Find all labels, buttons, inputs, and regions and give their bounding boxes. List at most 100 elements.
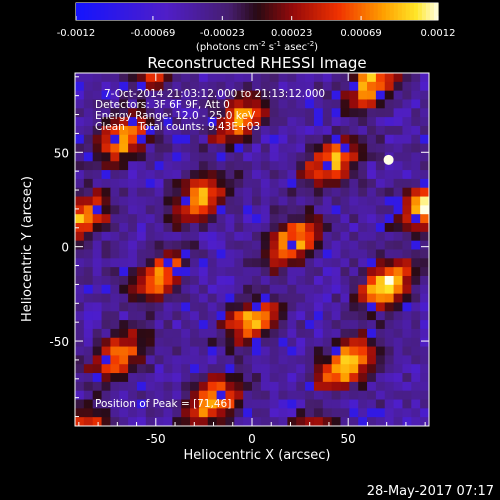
- heatmap-cell: [190, 223, 200, 233]
- heatmap-cell: [367, 249, 377, 259]
- heatmap-cell: [340, 399, 350, 409]
- heatmap-cell: [101, 390, 111, 401]
- heatmap-cell: [349, 134, 359, 145]
- heatmap-cell: [331, 355, 341, 365]
- heatmap-cell: [260, 275, 271, 286]
- heatmap-cell: [136, 223, 147, 233]
- heatmap-cell: [136, 328, 147, 339]
- heatmap-cell: [101, 117, 111, 127]
- heatmap-cell: [145, 161, 156, 171]
- heatmap-cell: [322, 231, 333, 242]
- heatmap-cell: [207, 320, 218, 330]
- heatmap-cell: [340, 231, 350, 242]
- heatmap-cell: [128, 293, 138, 303]
- heatmap-cell: [119, 108, 129, 118]
- heatmap-cell: [367, 223, 377, 233]
- colorbar-cell: [244, 3, 250, 20]
- heatmap-cell: [252, 302, 262, 312]
- heatmap-cell: [216, 81, 226, 92]
- heatmap-cell: [420, 125, 430, 136]
- heatmap-cell: [198, 373, 209, 383]
- heatmap-cell: [305, 178, 315, 189]
- heatmap-cell: [163, 275, 173, 286]
- heatmap-cell: [260, 302, 271, 312]
- heatmap-cell: [190, 161, 200, 171]
- heatmap-cell: [110, 170, 120, 180]
- heatmap-cell: [110, 117, 120, 127]
- heatmap-cell: [420, 337, 430, 348]
- heatmap-cell: [331, 364, 341, 374]
- heatmap-cell: [420, 399, 430, 409]
- heatmap-cell: [163, 187, 173, 198]
- heatmap-cell: [83, 258, 94, 268]
- heatmap-cell: [384, 337, 395, 348]
- heatmap-cell: [375, 381, 386, 392]
- heatmap-cell: [119, 125, 129, 136]
- heatmap-cell: [252, 267, 262, 277]
- colorbar-cell: [377, 3, 383, 20]
- heatmap-cell: [92, 240, 103, 250]
- heatmap-cell: [207, 267, 218, 277]
- heatmap-cell: [198, 337, 209, 348]
- heatmap-cell: [163, 73, 173, 83]
- heatmap-cell: [393, 399, 403, 409]
- heatmap-cell: [331, 99, 341, 109]
- heatmap-cell: [260, 373, 271, 383]
- heatmap-cell: [384, 117, 395, 127]
- heatmap-cell: [375, 337, 386, 348]
- heatmap-cell: [207, 125, 218, 136]
- heatmap-cell: [367, 170, 377, 180]
- heatmap-cell: [225, 302, 235, 312]
- heatmap-cell: [92, 408, 103, 418]
- heatmap-cell: [92, 355, 103, 365]
- heatmap-cell: [110, 214, 120, 224]
- heatmap-cell: [340, 73, 350, 83]
- heatmap-cell: [260, 205, 271, 215]
- heatmap-cell: [313, 275, 324, 286]
- heatmap-cell: [181, 390, 191, 401]
- heatmap-cell: [287, 214, 297, 224]
- heatmap-cell: [358, 399, 368, 409]
- heatmap-cell: [269, 373, 280, 383]
- heatmap-cell: [349, 355, 359, 365]
- heatmap-cell: [136, 399, 147, 409]
- heatmap-cell: [252, 293, 262, 303]
- heatmap-cell: [402, 125, 412, 136]
- heatmap-cell: [278, 373, 288, 383]
- heatmap-cell: [402, 284, 412, 295]
- heatmap-cell: [305, 125, 315, 136]
- heatmap-cell: [190, 143, 200, 153]
- heatmap-cell: [216, 364, 226, 374]
- heatmap-cell: [110, 125, 120, 136]
- heatmap-cell: [198, 275, 209, 286]
- heatmap-cell: [136, 240, 147, 250]
- heatmap-cell: [305, 275, 315, 286]
- heatmap-cell: [234, 364, 244, 374]
- heatmap-cell: [234, 240, 244, 250]
- heatmap-cell: [252, 390, 262, 401]
- heatmap-cell: [172, 355, 182, 365]
- heatmap-cell: [172, 81, 182, 92]
- heatmap-cell: [83, 161, 94, 171]
- heatmap-cell: [190, 117, 200, 127]
- heatmap-cell: [101, 134, 111, 145]
- heatmap-cell: [384, 364, 395, 374]
- heatmap-cell: [198, 417, 209, 427]
- heatmap-cell: [340, 196, 350, 206]
- heatmap-cell: [172, 99, 182, 109]
- heatmap-cell: [234, 117, 244, 127]
- heatmap-cell: [101, 231, 111, 242]
- heatmap-cell: [83, 134, 94, 145]
- colorbar-cell: [204, 3, 210, 20]
- heatmap-cell: [269, 187, 280, 198]
- heatmap-cell: [243, 117, 253, 127]
- heatmap-cell: [296, 73, 306, 83]
- heatmap-cell: [145, 390, 156, 401]
- heatmap-cell: [119, 373, 129, 383]
- heatmap-cell: [119, 240, 129, 250]
- heatmap-cell: [340, 381, 350, 392]
- heatmap-cell: [101, 223, 111, 233]
- heatmap-cell: [420, 81, 430, 92]
- heatmap-cell: [190, 73, 200, 83]
- heatmap-cell: [163, 231, 173, 242]
